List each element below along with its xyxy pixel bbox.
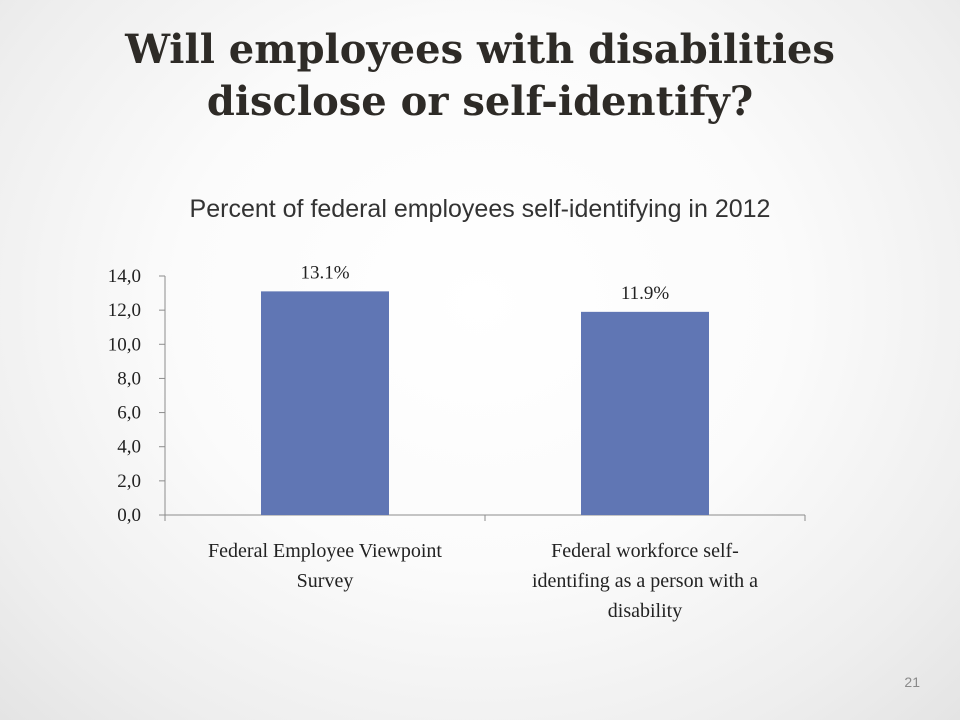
- chart-title: Percent of federal employees self-identi…: [189, 195, 771, 223]
- bar: [261, 291, 389, 515]
- category-label-line: Federal workforce self-: [551, 540, 739, 562]
- y-tick-label: 14,0: [108, 266, 141, 287]
- category-label-line: Survey: [297, 570, 354, 592]
- slide-title-line-1: Will employees with disabilities: [125, 26, 835, 73]
- y-tick-label: 4,0: [117, 437, 141, 458]
- slide-title-line-2: disclose or self-identify?: [206, 78, 754, 125]
- y-tick-label: 12,0: [108, 300, 141, 321]
- category-label-line: Federal Employee Viewpoint: [208, 540, 442, 562]
- y-tick-label: 2,0: [117, 471, 141, 492]
- category-label: Federal workforce self-identifing as a p…: [532, 540, 758, 622]
- data-label: 11.9%: [621, 283, 670, 304]
- y-tick-label: 10,0: [108, 334, 141, 355]
- data-label: 13.1%: [300, 262, 349, 283]
- category-label-line: disability: [608, 600, 682, 622]
- y-tick-label: 8,0: [117, 368, 141, 389]
- page-number: 21: [904, 674, 920, 690]
- category-label-line: identifing as a person with a: [532, 570, 758, 592]
- bar: [581, 311, 709, 515]
- slide-title: Will employees with disabilities disclos…: [40, 24, 920, 128]
- category-label: Federal Employee Viewpoint Survey: [208, 540, 442, 592]
- y-tick-label: 0,0: [117, 505, 141, 526]
- y-tick-label: 6,0: [117, 403, 141, 424]
